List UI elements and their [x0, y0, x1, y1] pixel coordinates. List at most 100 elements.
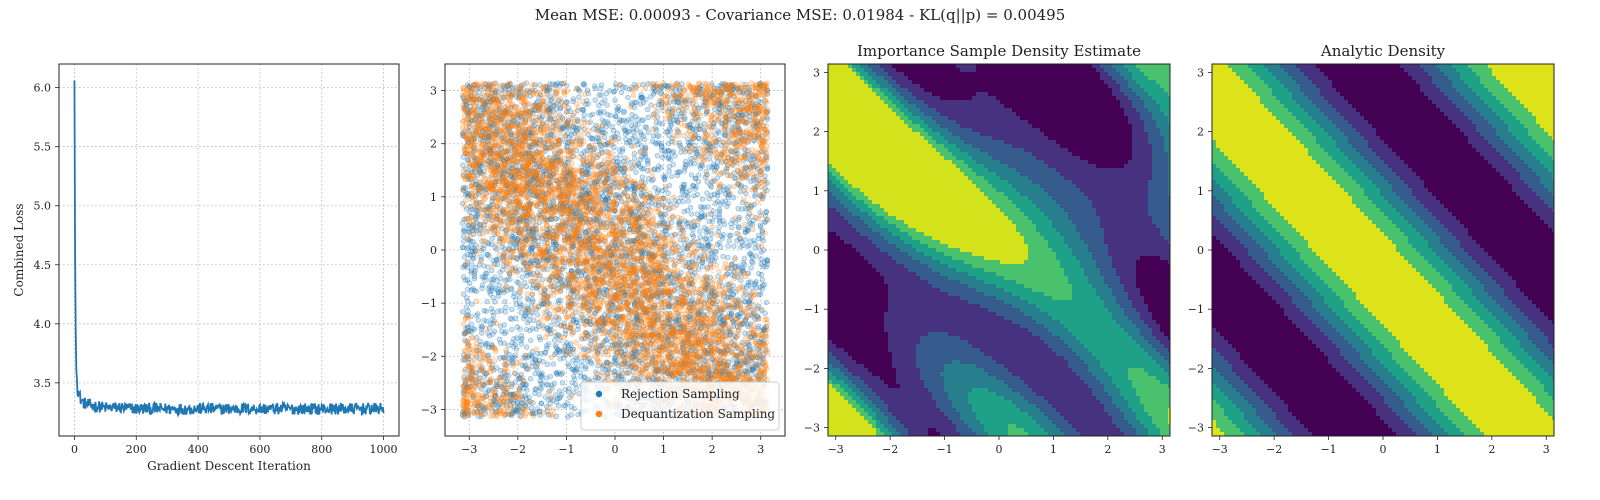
- scatter-point: [494, 261, 501, 267]
- scatter-point: [752, 280, 759, 286]
- scatter-point: [648, 93, 654, 100]
- scatter-point: [731, 363, 738, 370]
- scatter-point: [552, 239, 559, 246]
- scatter-point: [761, 85, 768, 91]
- scatter-point: [654, 189, 661, 196]
- scatter-point: [508, 286, 514, 292]
- scatter-point: [556, 97, 562, 103]
- scatter-point: [705, 204, 711, 210]
- scatter-point: [690, 360, 696, 366]
- scatter-point: [528, 404, 535, 411]
- scatter-point: [757, 291, 764, 297]
- scatter-point: [737, 244, 744, 250]
- scatter-point: [631, 151, 638, 157]
- scatter-point: [734, 299, 741, 305]
- scatter-point: [461, 291, 467, 297]
- scatter-point: [540, 358, 546, 365]
- scatter-point: [460, 309, 466, 315]
- scatter-point: [690, 226, 696, 233]
- scatter-point: [464, 298, 471, 304]
- scatter-point: [514, 279, 520, 285]
- scatter-point: [722, 191, 729, 197]
- scatter-point: [659, 147, 665, 154]
- scatter-point: [507, 276, 513, 283]
- scatter-point: [558, 80, 564, 87]
- scatter-point: [753, 253, 760, 259]
- scatter-point: [606, 268, 613, 275]
- scatter-point: [501, 322, 507, 328]
- scatter-point: [526, 89, 533, 95]
- y-tick-label: 4.5: [34, 259, 52, 272]
- scatter-point: [614, 106, 620, 112]
- scatter-point: [592, 97, 598, 103]
- scatter-point: [595, 327, 602, 333]
- scatter-point: [665, 336, 672, 342]
- scatter-point: [726, 238, 732, 244]
- scatter-point: [475, 317, 481, 323]
- scatter-point: [635, 116, 642, 123]
- scatter-point: [481, 317, 487, 323]
- scatter-point: [501, 340, 507, 346]
- scatter-point: [685, 198, 692, 204]
- scatter-point: [625, 369, 631, 376]
- x-tick-label: 2: [709, 443, 716, 456]
- scatter-point: [601, 287, 608, 293]
- scatter-point: [534, 366, 540, 372]
- scatter-point: [713, 316, 719, 322]
- scatter-point: [589, 111, 596, 118]
- scatter-point: [761, 259, 767, 265]
- scatter-point: [536, 334, 542, 340]
- scatter-point: [708, 192, 714, 199]
- scatter-point: [497, 269, 503, 276]
- y-tick-label: 5.0: [34, 200, 52, 213]
- x-tick-label: 3: [757, 443, 764, 456]
- scatter-point: [755, 324, 761, 330]
- scatter-point: [478, 326, 484, 332]
- scatter-point: [659, 188, 666, 194]
- scatter-point: [497, 171, 503, 178]
- scatter-point: [705, 257, 712, 263]
- loss-line: [73, 80, 385, 418]
- y-tick-label: −3: [421, 403, 437, 416]
- scatter-point: [523, 326, 530, 333]
- scatter-point: [559, 370, 566, 376]
- scatter-point: [665, 108, 671, 114]
- scatter-point: [652, 185, 658, 191]
- scatter-point: [749, 221, 756, 228]
- scatter-point: [612, 214, 618, 221]
- figure-suptitle: Mean MSE: 0.00093 - Covariance MSE: 0.01…: [0, 6, 1600, 24]
- scatter-point: [538, 350, 544, 357]
- scatter-point: [735, 115, 741, 122]
- x-axis-label: Gradient Descent Iteration: [147, 459, 311, 473]
- scatter-point: [532, 357, 538, 363]
- y-axis-label: Combined Loss: [12, 203, 26, 296]
- scatter-point: [706, 164, 712, 170]
- scatter-point: [553, 370, 560, 376]
- scatter-point: [632, 332, 638, 339]
- y-tick-label: 3.5: [34, 377, 52, 390]
- scatter-point: [633, 99, 640, 106]
- scatter-point: [573, 354, 579, 361]
- scatter-point: [706, 218, 712, 225]
- scatter-point: [684, 193, 691, 199]
- scatter-point: [479, 112, 485, 119]
- scatter-point: [460, 244, 466, 250]
- scatter-point: [580, 81, 586, 88]
- scatter-point: [633, 169, 639, 175]
- scatter-point: [582, 238, 588, 244]
- scatter-point: [702, 236, 708, 242]
- scatter-point: [742, 229, 749, 235]
- scatter-point: [760, 264, 767, 270]
- scatter-point: [681, 168, 687, 174]
- scatter-point: [468, 321, 474, 327]
- scatter-point: [728, 232, 734, 239]
- y-tick-label: 0: [430, 244, 437, 257]
- x-tick-label: −1: [558, 443, 574, 456]
- scatter-point: [612, 113, 619, 120]
- scatter-point: [645, 114, 651, 121]
- scatter-point: [715, 128, 721, 134]
- scatter-point: [735, 224, 742, 231]
- scatter-point: [554, 80, 561, 87]
- scatter-point: [654, 153, 661, 159]
